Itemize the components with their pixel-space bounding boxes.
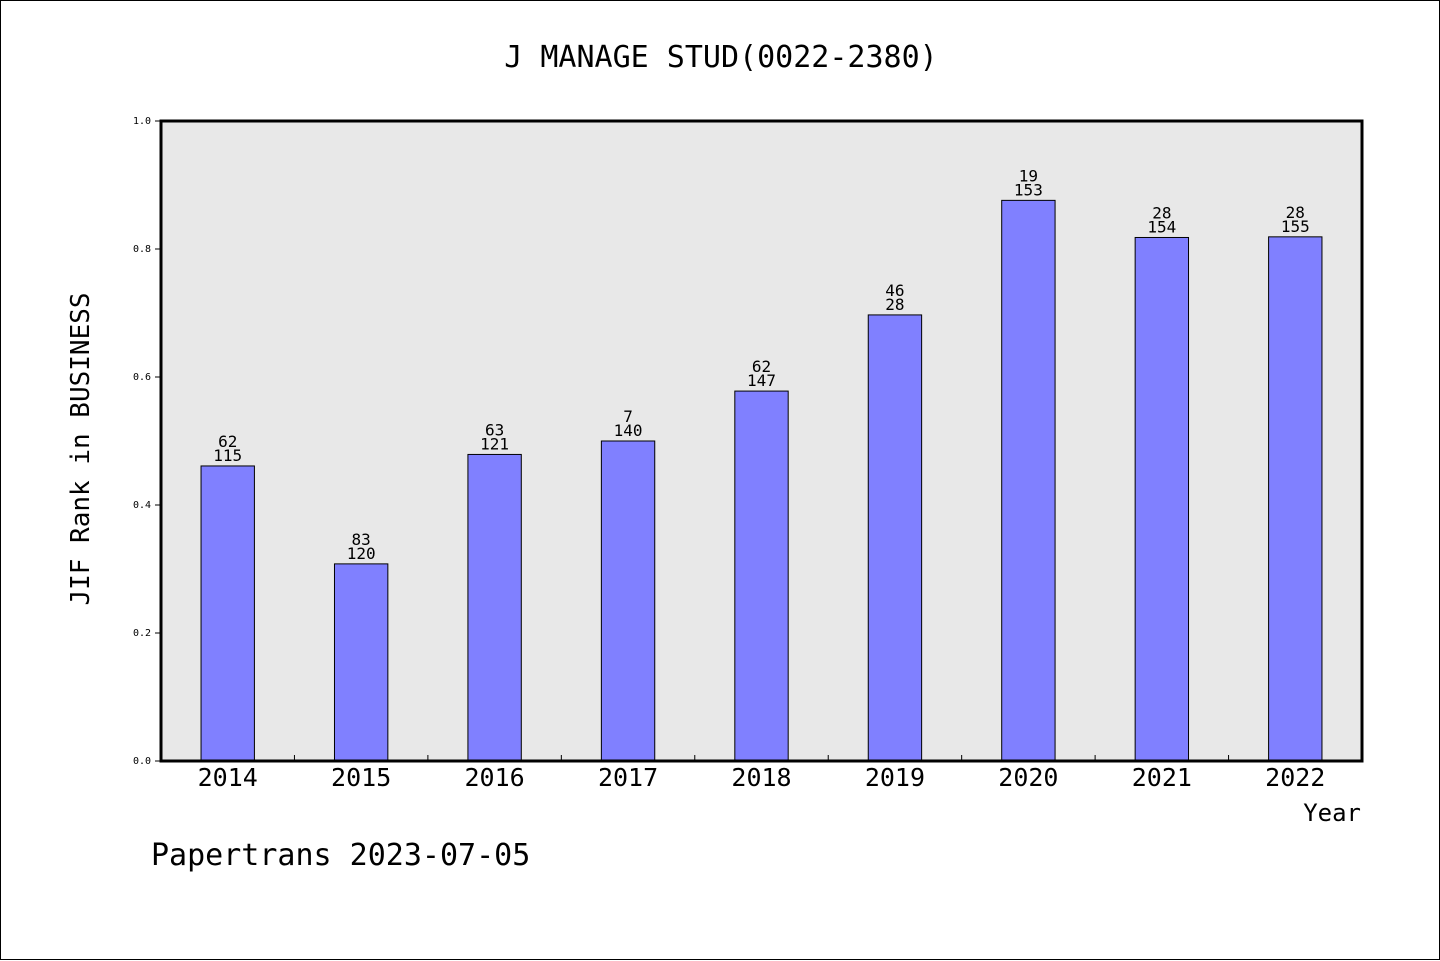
y-axis-ticks: 0.0 0.2 0.4 0.6 0.8 1.0 bbox=[133, 116, 161, 767]
bar-label-top: 83 bbox=[352, 530, 371, 549]
x-axis-title: Year bbox=[1303, 799, 1361, 827]
bar-2015 bbox=[333, 563, 389, 762]
x-tick-label: 2019 bbox=[865, 763, 925, 792]
x-tick-label: 2017 bbox=[598, 763, 658, 792]
bar-2016 bbox=[467, 453, 522, 762]
bar-label-top: 19 bbox=[1019, 166, 1038, 185]
bar-label-top: 7 bbox=[623, 407, 633, 426]
x-tick-labels: 2014 2015 2016 2017 2018 2019 2020 2021 2022 bbox=[198, 763, 1326, 792]
bar-label-bottom: 140 bbox=[614, 421, 643, 440]
bar-label-bottom: 115 bbox=[213, 446, 242, 465]
bar-2021 bbox=[1134, 236, 1190, 762]
bar-label-top: 62 bbox=[752, 357, 771, 376]
bar-label-top: 46 bbox=[885, 281, 904, 300]
x-tick-label: 2014 bbox=[198, 763, 258, 792]
bar-label-bottom: 153 bbox=[1014, 180, 1043, 199]
x-tick-label: 2022 bbox=[1265, 763, 1325, 792]
bar-2018 bbox=[734, 390, 789, 762]
x-tick-label: 2015 bbox=[331, 763, 391, 792]
bar-label-bottom: 120 bbox=[347, 544, 376, 563]
bars bbox=[200, 199, 1323, 762]
x-tick-label: 2020 bbox=[998, 763, 1058, 792]
bar-2022 bbox=[1268, 236, 1323, 762]
x-tick-label: 2018 bbox=[731, 763, 791, 792]
bar-label-bottom: 147 bbox=[747, 371, 776, 390]
y-tick-label: 0.4 bbox=[133, 500, 151, 511]
x-tick-label: 2021 bbox=[1132, 763, 1192, 792]
bar-2017 bbox=[600, 440, 656, 762]
y-axis-title: JIF Rank in BUSINESS bbox=[66, 292, 96, 605]
bar-label-bottom: 154 bbox=[1147, 217, 1176, 236]
bar-label-top: 28 bbox=[1152, 203, 1171, 222]
bar-label-bottom: 28 bbox=[885, 295, 904, 314]
footer-caption: Papertrans 2023-07-05 bbox=[151, 838, 530, 873]
y-tick-label: 0.6 bbox=[133, 372, 151, 383]
y-tick-label: 0.0 bbox=[133, 756, 151, 767]
x-tick-label: 2016 bbox=[465, 763, 525, 792]
bar-label-top: 28 bbox=[1286, 203, 1305, 222]
bar-labels: 6211583120631217140621474628191532815428… bbox=[213, 166, 1309, 563]
bar-2020 bbox=[1001, 199, 1056, 762]
y-tick-label: 0.2 bbox=[133, 628, 151, 639]
bar-label-top: 62 bbox=[218, 432, 237, 451]
bar-2019 bbox=[867, 314, 923, 762]
bar-label-bottom: 121 bbox=[480, 434, 509, 453]
bar-label-top: 63 bbox=[485, 420, 504, 439]
y-tick-label: 1.0 bbox=[133, 116, 151, 127]
bar-label-bottom: 155 bbox=[1281, 217, 1310, 236]
plot-border bbox=[159, 119, 1364, 763]
chart-title: J MANAGE STUD(0022-2380) bbox=[504, 40, 937, 75]
bar-2014 bbox=[200, 465, 255, 762]
y-tick-label: 0.8 bbox=[133, 244, 151, 255]
